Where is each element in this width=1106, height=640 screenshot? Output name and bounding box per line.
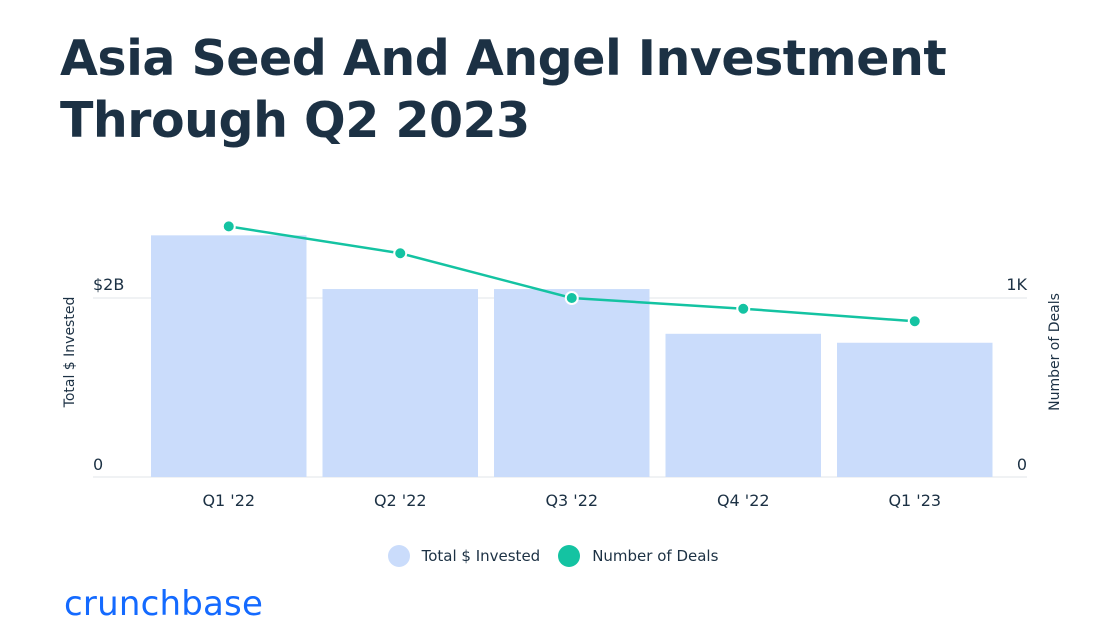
x-axis-labels: Q1 '22 Q2 '22 Q3 '22 Q4 '22 Q1 '23: [202, 491, 941, 510]
x-label-2: Q2 '22: [374, 491, 427, 510]
deals-point-3: [564, 291, 579, 305]
crunchbase-logo: crunchbase: [64, 584, 264, 624]
legend: Total $ Invested Number of Deals: [0, 545, 1106, 567]
deals-point-5: [907, 314, 922, 329]
x-label-1: Q1 '22: [202, 491, 255, 510]
deals-point-4: [736, 301, 751, 316]
y-axis-left-title: Total $ Invested: [62, 297, 78, 409]
legend-swatch-deals: [558, 545, 581, 567]
y-axis-right-title: Number of Deals: [1047, 293, 1063, 411]
title-line-2: Through Q2 2023: [60, 92, 530, 149]
bar-2: [322, 289, 478, 477]
y-left-tick-bottom: 0: [93, 455, 103, 474]
chart-title: Asia Seed And Angel Investment Through Q…: [60, 28, 1040, 152]
bar-5: [837, 342, 993, 477]
line-series: [221, 219, 922, 329]
bar-series: [151, 235, 993, 477]
y-left-tick-top: $2B: [93, 275, 124, 294]
x-label-5: Q1 '23: [888, 491, 941, 510]
title-line-1: Asia Seed And Angel Investment: [60, 30, 947, 87]
bar-1: [151, 235, 307, 477]
x-label-3: Q3 '22: [545, 491, 598, 510]
x-label-4: Q4 '22: [717, 491, 770, 510]
deals-point-1: [221, 219, 236, 234]
legend-item-deals[interactable]: Number of Deals: [558, 545, 718, 567]
bar-4: [665, 333, 821, 477]
legend-label-invested: Total $ Invested: [421, 547, 541, 565]
bar-3: [494, 289, 650, 477]
y-right-tick-bottom: 0: [1017, 455, 1027, 474]
deals-point-2: [393, 246, 408, 261]
legend-item-invested[interactable]: Total $ Invested: [387, 545, 541, 567]
axis-ticks: $2B 0 1K 0: [93, 275, 1028, 474]
y-right-tick-top: 1K: [1006, 275, 1027, 294]
legend-swatch-invested: [387, 545, 410, 567]
legend-label-deals: Number of Deals: [592, 547, 719, 565]
